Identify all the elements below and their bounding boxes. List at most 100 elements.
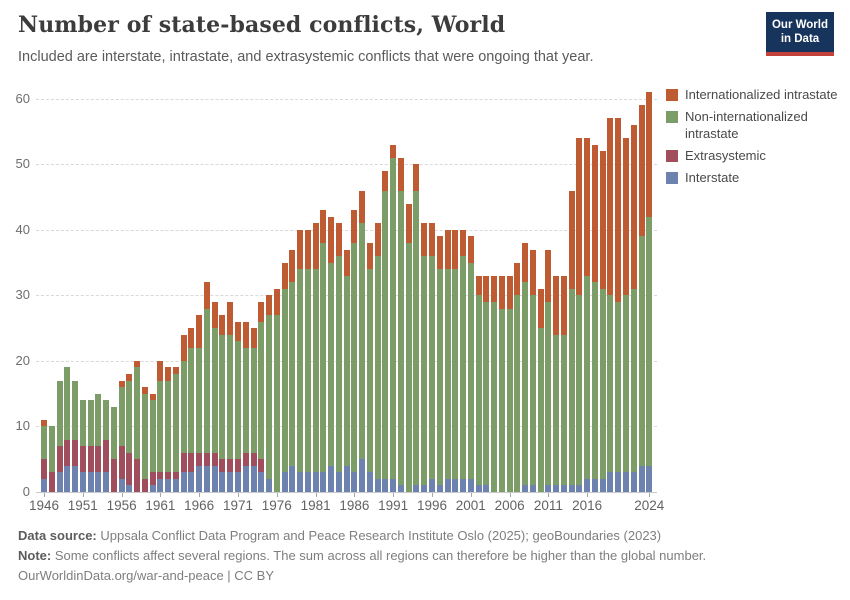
bar-1974-non-internationalized-intrastate[interactable] <box>258 321 265 460</box>
bar-1975-internationalized-intrastate[interactable] <box>266 295 273 316</box>
bar-2022-non-internationalized-intrastate[interactable] <box>630 288 637 473</box>
bar-1955-extrasystemic[interactable] <box>110 459 117 492</box>
bar-1952-interstate[interactable] <box>87 472 94 492</box>
bar-1974-extrasystemic[interactable] <box>258 459 265 473</box>
bar-1992-interstate[interactable] <box>397 485 404 492</box>
bar-1999-internationalized-intrastate[interactable] <box>452 229 459 270</box>
bar-1963-non-internationalized-intrastate[interactable] <box>172 374 179 473</box>
bar-1969-internationalized-intrastate[interactable] <box>219 315 226 335</box>
bar-2019-internationalized-intrastate[interactable] <box>607 118 614 296</box>
bar-1986-non-internationalized-intrastate[interactable] <box>351 242 358 473</box>
bar-1951-non-internationalized-intrastate[interactable] <box>79 400 86 447</box>
bar-2009-internationalized-intrastate[interactable] <box>529 249 536 296</box>
bar-1965-non-internationalized-intrastate[interactable] <box>188 347 195 453</box>
bar-1974-internationalized-intrastate[interactable] <box>258 301 265 322</box>
bar-1950-interstate[interactable] <box>72 465 79 492</box>
bar-1965-extrasystemic[interactable] <box>188 452 195 473</box>
bar-2021-interstate[interactable] <box>623 472 629 492</box>
bar-2024-internationalized-intrastate[interactable] <box>646 92 653 217</box>
bar-1977-interstate[interactable] <box>281 472 288 492</box>
bar-2009-interstate[interactable] <box>529 485 536 492</box>
bar-2020-internationalized-intrastate[interactable] <box>615 118 622 302</box>
bar-2014-internationalized-intrastate[interactable] <box>568 190 575 289</box>
bar-1964-internationalized-intrastate[interactable] <box>180 334 187 361</box>
bar-1994-interstate[interactable] <box>413 485 420 492</box>
bar-1956-non-internationalized-intrastate[interactable] <box>118 387 125 447</box>
bar-1987-interstate[interactable] <box>359 459 366 492</box>
bar-2008-interstate[interactable] <box>522 485 529 492</box>
bar-1951-interstate[interactable] <box>79 472 86 492</box>
bar-1981-internationalized-intrastate[interactable] <box>312 223 319 270</box>
bar-1999-interstate[interactable] <box>452 478 459 492</box>
bar-2002-non-internationalized-intrastate[interactable] <box>475 295 482 486</box>
bar-1997-internationalized-intrastate[interactable] <box>436 236 443 270</box>
bar-2016-internationalized-intrastate[interactable] <box>584 138 591 276</box>
legend-item-interstate[interactable]: Interstate <box>666 170 848 187</box>
bar-2017-internationalized-intrastate[interactable] <box>591 144 598 283</box>
bar-1979-internationalized-intrastate[interactable] <box>297 229 304 270</box>
bar-1972-internationalized-intrastate[interactable] <box>242 321 249 348</box>
bar-1961-internationalized-intrastate[interactable] <box>157 360 164 381</box>
bar-1962-extrasystemic[interactable] <box>165 472 172 479</box>
bar-1954-extrasystemic[interactable] <box>103 439 110 473</box>
bar-1987-non-internationalized-intrastate[interactable] <box>359 223 366 460</box>
bar-2002-interstate[interactable] <box>475 485 482 492</box>
bar-2019-interstate[interactable] <box>607 472 614 492</box>
bar-1996-non-internationalized-intrastate[interactable] <box>429 256 435 479</box>
bar-2014-interstate[interactable] <box>568 485 575 492</box>
bar-2004-non-internationalized-intrastate[interactable] <box>491 301 498 492</box>
bar-2002-internationalized-intrastate[interactable] <box>475 275 482 296</box>
bar-2022-interstate[interactable] <box>630 472 637 492</box>
bar-1967-extrasystemic[interactable] <box>203 452 210 466</box>
bar-1969-non-internationalized-intrastate[interactable] <box>219 334 226 460</box>
bar-1946-interstate[interactable] <box>41 478 47 492</box>
bar-1970-non-internationalized-intrastate[interactable] <box>227 334 234 460</box>
bar-1977-non-internationalized-intrastate[interactable] <box>281 288 288 473</box>
bar-1991-interstate[interactable] <box>390 478 397 492</box>
bar-1950-extrasystemic[interactable] <box>72 439 79 466</box>
bar-2018-non-internationalized-intrastate[interactable] <box>599 288 606 479</box>
bar-1973-interstate[interactable] <box>250 465 257 492</box>
bar-2005-internationalized-intrastate[interactable] <box>498 275 505 309</box>
bar-1947-extrasystemic[interactable] <box>48 472 55 492</box>
bar-2011-interstate[interactable] <box>545 485 552 492</box>
bar-1984-non-internationalized-intrastate[interactable] <box>335 256 342 473</box>
bar-1991-non-internationalized-intrastate[interactable] <box>390 157 397 479</box>
bar-1970-interstate[interactable] <box>227 472 234 492</box>
bar-1988-interstate[interactable] <box>366 472 373 492</box>
bar-1975-interstate[interactable] <box>266 478 273 492</box>
bar-1985-internationalized-intrastate[interactable] <box>343 249 350 276</box>
bar-1949-non-internationalized-intrastate[interactable] <box>64 367 71 440</box>
bar-2006-non-internationalized-intrastate[interactable] <box>506 308 513 492</box>
bar-2016-non-internationalized-intrastate[interactable] <box>584 275 591 479</box>
bar-1974-interstate[interactable] <box>258 472 265 492</box>
bar-2021-non-internationalized-intrastate[interactable] <box>623 295 629 473</box>
bar-1983-non-internationalized-intrastate[interactable] <box>328 262 335 466</box>
bar-1948-non-internationalized-intrastate[interactable] <box>56 380 63 447</box>
bar-2013-interstate[interactable] <box>560 485 567 492</box>
bar-1970-extrasystemic[interactable] <box>227 459 234 473</box>
bar-1959-internationalized-intrastate[interactable] <box>141 387 148 394</box>
bar-1971-non-internationalized-intrastate[interactable] <box>235 341 241 460</box>
bar-2013-internationalized-intrastate[interactable] <box>560 275 567 335</box>
bar-1995-interstate[interactable] <box>421 485 428 492</box>
bar-1946-non-internationalized-intrastate[interactable] <box>41 426 47 460</box>
bar-2024-interstate[interactable] <box>646 465 653 492</box>
bar-1978-non-internationalized-intrastate[interactable] <box>289 282 296 466</box>
bar-1953-extrasystemic[interactable] <box>95 446 102 473</box>
bar-1997-non-internationalized-intrastate[interactable] <box>436 269 443 486</box>
bar-1956-extrasystemic[interactable] <box>118 446 125 479</box>
bar-1947-non-internationalized-intrastate[interactable] <box>48 426 55 473</box>
legend-item-non-internationalized-intrastate[interactable]: Non-internationalized intrastate <box>666 109 848 143</box>
bar-1972-interstate[interactable] <box>242 465 249 492</box>
bar-1959-non-internationalized-intrastate[interactable] <box>141 393 148 479</box>
bar-1946-extrasystemic[interactable] <box>41 459 47 479</box>
bar-2012-interstate[interactable] <box>553 485 560 492</box>
bar-1993-non-internationalized-intrastate[interactable] <box>405 242 412 492</box>
bar-2009-non-internationalized-intrastate[interactable] <box>529 295 536 486</box>
bar-1973-internationalized-intrastate[interactable] <box>250 328 257 348</box>
bar-1964-interstate[interactable] <box>180 472 187 492</box>
bar-1981-interstate[interactable] <box>312 472 319 492</box>
bar-2005-non-internationalized-intrastate[interactable] <box>498 308 505 492</box>
bar-2007-internationalized-intrastate[interactable] <box>514 262 521 296</box>
